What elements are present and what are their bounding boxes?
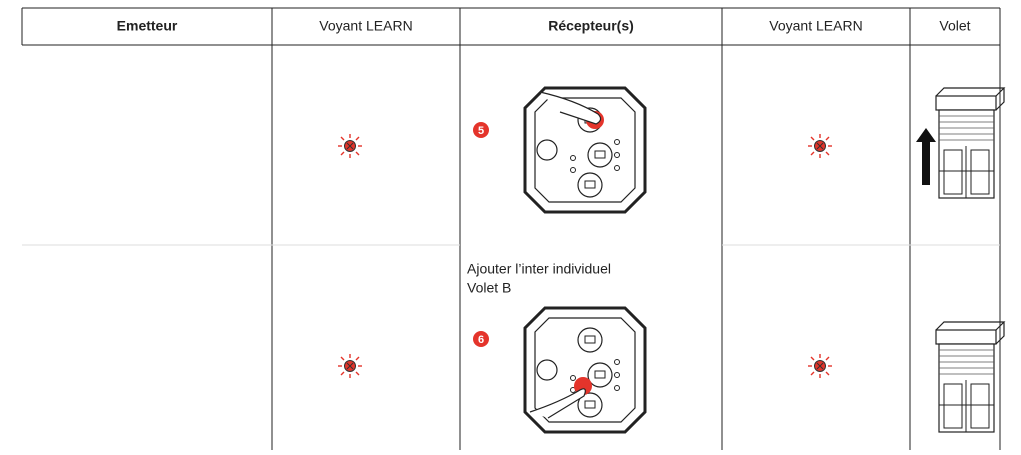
led-blink-icon	[337, 353, 363, 379]
finger-icon	[539, 91, 602, 125]
table-lines	[21, 7, 1001, 450]
step-number: 5	[478, 125, 484, 137]
shutter-icon	[935, 321, 1005, 433]
led-blink-icon	[337, 133, 363, 159]
step-number: 6	[478, 334, 484, 346]
instruction-text: Volet B	[467, 280, 511, 296]
header-cell: Voyant LEARN	[769, 18, 862, 34]
up-arrow	[916, 128, 936, 185]
header-cell: Volet	[939, 18, 970, 34]
step-badge	[473, 331, 489, 347]
header-cell: Voyant LEARN	[319, 18, 412, 34]
header-cell: Récepteur(s)	[548, 18, 634, 34]
instruction-text: Ajouter l’inter individuel	[467, 261, 611, 277]
step-badge	[473, 122, 489, 138]
header-cell: Emetteur	[117, 18, 178, 34]
led-blink-icon	[807, 353, 833, 379]
led-blink-icon	[807, 133, 833, 159]
finger-icon	[529, 388, 586, 419]
shutter-icon	[935, 87, 1005, 199]
